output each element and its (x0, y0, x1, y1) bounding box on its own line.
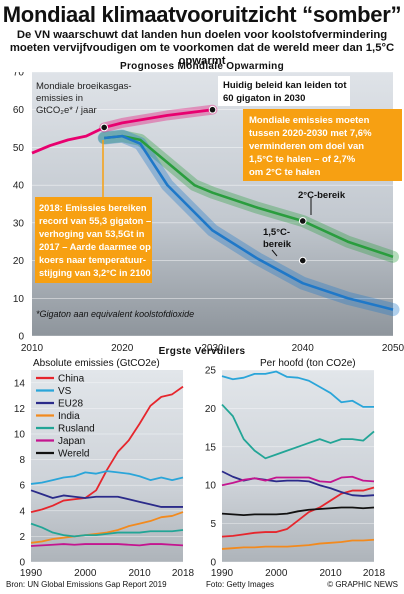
series-line-japan (30, 543, 184, 547)
reduction-line-2: tussen 2020-2030 met 7,6% (249, 128, 372, 139)
photo-credit: Foto: Getty Images (206, 580, 275, 589)
y-tick-label: 30 (13, 218, 25, 229)
page-subtitle: De VN waarschuwt dat landen hun doelen v… (9, 29, 395, 67)
bottom-section-title: Ergste Vervuilers (158, 346, 246, 357)
legend-label: India (58, 411, 80, 422)
historic-emissions-line (31, 126, 105, 155)
x-tick-label: 2010 (128, 568, 151, 579)
x-tick-label: 2010 (21, 343, 44, 354)
legend-label: EU28 (58, 399, 83, 410)
series-line-japan (221, 475, 375, 487)
x-tick-label: 2050 (382, 343, 404, 354)
series-line-china (30, 385, 184, 513)
x-tick-label: 2018 (172, 568, 195, 579)
x-tick-label: 2000 (265, 568, 288, 579)
y-tick-label: 2 (19, 532, 25, 543)
15c-pathway-line (104, 134, 394, 311)
ylabel-line-3: GtCO₂e* / jaar (36, 105, 97, 116)
right-chart-title: Per hoofd (ton CO2e) (260, 358, 356, 369)
y-tick-label: 12 (14, 404, 26, 415)
y-tick-label: 60 (13, 105, 25, 116)
record-line-3: verhoging van 53,5Gt in (39, 229, 145, 239)
footnote: *Gigaton aan equivalent koolstofdioxide (36, 309, 194, 319)
y-tick-label: 20 (13, 256, 25, 267)
series-line-vs (30, 470, 184, 485)
y-tick-label: 0 (18, 332, 24, 343)
record-line-2: record van 55,3 gigaton – (39, 216, 151, 226)
series-line-rusland (221, 403, 375, 460)
right-chart-background (222, 370, 374, 562)
series-line-vs (221, 370, 374, 408)
x-tick-label: 2020 (111, 343, 134, 354)
reduction-line-3: verminderen om doel van (249, 141, 364, 152)
reduction-line-1: Mondiale emissies moeten (249, 115, 370, 126)
y-tick-label: 0 (19, 558, 25, 569)
y-tick-label: 5 (210, 519, 216, 530)
current-policy-line (103, 108, 213, 129)
policy-callout-line-1: Huidig beleid kan leiden tot (223, 80, 347, 91)
y-tick-label: 50 (13, 143, 25, 154)
series-line-rusland (30, 522, 184, 538)
ylabel-line-1: Mondiale broeikasgas- (36, 81, 132, 92)
y-tick-label: 10 (13, 294, 25, 305)
ylabel-line-2: emissies in (36, 93, 83, 104)
legend-label: Rusland (58, 424, 95, 435)
reduction-callout-box (243, 109, 402, 181)
y-tick-label: 0 (210, 558, 216, 569)
series-line-eu28 (30, 489, 183, 508)
left-chart-title: Absolute emissies (GtCO2e) (33, 358, 160, 369)
polluters-charts: 0 2 4 6 8 10 12 14 1990 2000 2010 2018 0 5 10 15 20 25 199… (14, 358, 386, 579)
x-tick-label: 1990 (20, 568, 43, 579)
data-point-marker (298, 256, 307, 265)
page-title: Mondiaal klimaatvooruitzicht “somber” (2, 2, 402, 27)
y-tick-label: 20 (205, 404, 217, 415)
x-tick-label: 2010 (319, 568, 342, 579)
x-tick-label: 2000 (74, 568, 97, 579)
label-15c-line-2: bereik (263, 239, 292, 250)
reduction-line-4: 1,5°C te halen – of 2,7% (249, 154, 356, 165)
left-chart-background (31, 370, 183, 562)
legend-label: China (58, 374, 85, 385)
data-point-marker (208, 105, 217, 114)
data-point-marker (298, 217, 307, 225)
record-line-5: koers naar temperatuur- (39, 255, 146, 265)
policy-callout-line-2: 60 gigaton in 2030 (223, 93, 305, 104)
top-section-title: Prognoses Mondiale Opwarming (120, 61, 284, 72)
x-tick-label: 2018 (363, 568, 386, 579)
2c-pathway-line (104, 134, 394, 259)
y-tick-label: 14 (14, 378, 26, 389)
x-tick-label: 2040 (292, 343, 315, 354)
legend-label: Wereld (58, 449, 90, 460)
data-point-marker (100, 123, 108, 132)
record-line-6: stijging van 3,2°C in 2100 (39, 268, 151, 278)
source-credit: Bron: UN Global Emissions Gap Report 201… (6, 580, 167, 589)
record-callout-box (35, 197, 152, 283)
record-line-1: 2018: Emissies bereiken (39, 203, 147, 213)
series-line-wereld (221, 506, 375, 517)
label-2c: 2°C-bereik (298, 190, 346, 201)
series-line-india (30, 511, 184, 544)
y-tick-label: 10 (205, 481, 217, 492)
y-tick-label: 10 (14, 430, 26, 441)
record-line-4: 2017 – Aarde daarmee op (39, 242, 151, 252)
legend-label: VS (58, 386, 72, 397)
series-line-china (221, 486, 375, 538)
y-tick-label: 15 (205, 442, 217, 453)
policy-callout-box (218, 76, 350, 106)
y-tick-label: 4 (19, 506, 25, 517)
x-tick-label: 2030 (201, 343, 224, 354)
label-15c-leader (271, 249, 278, 257)
label-15c-line-1: 1,5°C- (263, 227, 290, 238)
series-line-india (221, 538, 375, 550)
x-tick-label: 1990 (211, 568, 234, 579)
y-tick-label: 40 (13, 181, 25, 192)
y-tick-label: 25 (205, 366, 217, 377)
y-tick-label: 8 (19, 455, 25, 466)
legend-label: Japan (58, 436, 85, 447)
publisher-credit: © GRAPHIC NEWS (327, 580, 398, 589)
y-tick-label: 70 (13, 72, 25, 79)
y-tick-label: 6 (19, 481, 25, 492)
reduction-line-5: om 2°C te halen (249, 167, 321, 178)
